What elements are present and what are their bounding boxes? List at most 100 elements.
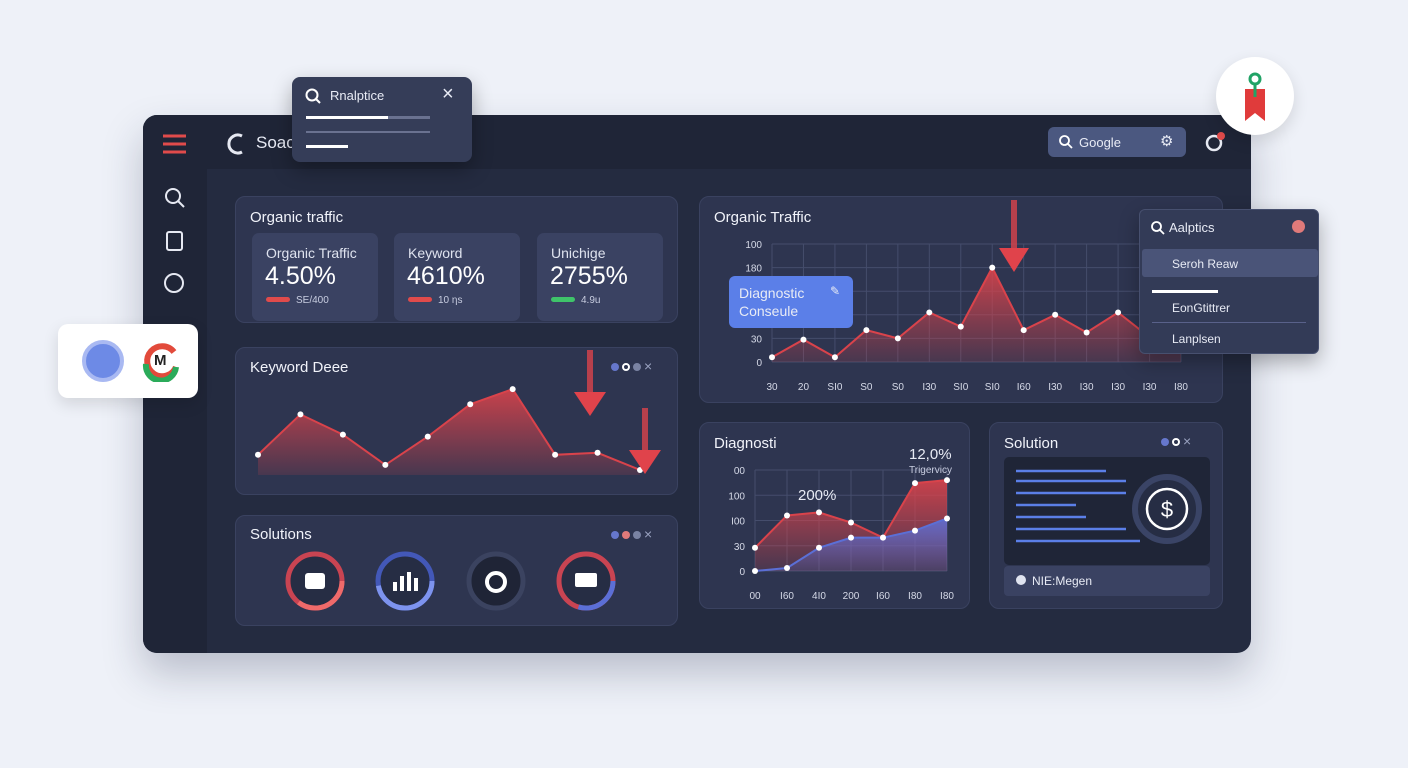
code-box: $ bbox=[1004, 457, 1210, 565]
y-tick-label: 0 bbox=[756, 358, 762, 369]
y-tick-label: 30 bbox=[734, 542, 746, 553]
x-tick-label: I60 bbox=[876, 591, 890, 602]
footer-icon bbox=[1016, 575, 1026, 585]
line bbox=[306, 131, 430, 133]
data-point bbox=[752, 568, 758, 574]
progress bbox=[306, 116, 430, 119]
menu-item-text[interactable]: Lanplsen bbox=[1172, 332, 1221, 346]
x-tick-label: I30 bbox=[922, 382, 936, 393]
data-point bbox=[297, 411, 304, 418]
x-tick-label: I80 bbox=[908, 591, 922, 602]
top-search[interactable]: Google ⚙ bbox=[1048, 127, 1186, 157]
bookmark-badge bbox=[1216, 57, 1294, 135]
x-tick-label: 30 bbox=[766, 382, 778, 393]
menu-item[interactable]: Seroh Reaw bbox=[1142, 249, 1318, 277]
annotation: 12,0% bbox=[909, 446, 952, 463]
menu[interactable]: Aalptics Seroh Reaw EonGtittrer Lanplsen bbox=[1139, 209, 1319, 354]
x-tick-label: I30 bbox=[1048, 382, 1062, 393]
kpi-value: 2755% bbox=[550, 262, 628, 290]
panel-controls[interactable]: × bbox=[608, 358, 652, 376]
data-point bbox=[1083, 329, 1090, 336]
y-tick-label: 00 bbox=[734, 466, 746, 477]
data-point bbox=[912, 527, 918, 534]
kpi-value: 4.50% bbox=[265, 262, 336, 290]
data-point bbox=[912, 480, 918, 487]
circle-icon bbox=[82, 340, 124, 382]
x-tick-label: I80 bbox=[1174, 382, 1188, 393]
user-icon[interactable] bbox=[1202, 130, 1228, 156]
x-tick-label: 00 bbox=[749, 591, 761, 602]
x-tick-label: SI0 bbox=[985, 382, 1000, 393]
x-tick-label: S0 bbox=[892, 382, 905, 393]
area-fill bbox=[258, 389, 640, 475]
menu-item-text: Seroh Reaw bbox=[1172, 257, 1239, 271]
panel-title: Keyword Deee bbox=[250, 359, 349, 376]
data-point bbox=[880, 534, 886, 541]
footer-text: NIE:Megen bbox=[1032, 574, 1093, 588]
y-tick-label: 100 bbox=[728, 491, 745, 502]
series-line bbox=[257, 387, 641, 471]
search-icon bbox=[1151, 221, 1165, 235]
solution-icons bbox=[285, 551, 616, 611]
x-tick-label: I30 bbox=[1080, 382, 1094, 393]
solutions-panel: Solutions × bbox=[235, 515, 678, 626]
y-tick-label: 100 bbox=[745, 240, 762, 251]
panel-title: Organic Traffic bbox=[714, 209, 812, 226]
data-point bbox=[944, 477, 950, 484]
data-point bbox=[863, 327, 870, 334]
kpi-label: Keyword bbox=[408, 245, 463, 261]
kpi-card: Unichige 2755% 4.9u bbox=[537, 233, 663, 321]
x-tick-label: I30 bbox=[1143, 382, 1157, 393]
footer-bar: NIE:Megen bbox=[1004, 566, 1210, 596]
kpi-card: Keyword 4610% 10 ηs bbox=[394, 233, 520, 321]
badge-letter: M bbox=[154, 352, 167, 369]
tooltip-line: Conseule bbox=[739, 303, 799, 319]
panel-controls[interactable]: × bbox=[1158, 433, 1191, 451]
app-title: Soac bbox=[256, 133, 295, 152]
settings-icon[interactable]: ⚙ bbox=[1160, 133, 1174, 150]
data-point bbox=[989, 264, 996, 271]
panel-title: Diagnosti bbox=[714, 435, 777, 452]
close-icon[interactable]: × bbox=[442, 83, 454, 105]
annotation: Trigervicy bbox=[909, 465, 952, 476]
divider bbox=[1152, 322, 1306, 323]
annotation: 200% bbox=[798, 487, 837, 504]
x-tick-label: S0 bbox=[860, 382, 873, 393]
data-point bbox=[1020, 327, 1027, 334]
x-tick-label: I60 bbox=[1017, 382, 1031, 393]
menu-title: Aalptics bbox=[1169, 220, 1215, 235]
menu-close[interactable] bbox=[1292, 220, 1305, 233]
data-point bbox=[848, 534, 854, 541]
series-line bbox=[771, 265, 1182, 359]
solution-panel: Solution × $ NIE:Megen bbox=[989, 422, 1223, 609]
data-point bbox=[816, 509, 822, 516]
x-tick-label: 200 bbox=[843, 591, 860, 602]
x-tick-label: I60 bbox=[780, 591, 794, 602]
floating-card: M bbox=[58, 324, 198, 398]
tooltip-icon: ✎ bbox=[830, 284, 841, 298]
y-tick-label: 180 bbox=[745, 264, 762, 275]
svg-text:$: $ bbox=[1161, 497, 1173, 522]
data-point bbox=[509, 386, 516, 393]
data-point bbox=[831, 354, 838, 361]
panel-title: Organic traffic bbox=[250, 209, 344, 226]
kpi-card: Organic Traffic 4.50% SE/400 bbox=[252, 233, 378, 321]
search-popup[interactable]: Rnalptice × bbox=[292, 77, 472, 162]
data-point bbox=[944, 515, 950, 522]
x-tick-label: 4I0 bbox=[812, 591, 826, 602]
line bbox=[306, 145, 348, 148]
panel-controls[interactable]: × bbox=[608, 526, 652, 544]
data-point bbox=[339, 431, 346, 438]
data-point bbox=[552, 451, 559, 458]
data-point bbox=[594, 449, 601, 456]
bookmark-icon bbox=[1245, 72, 1265, 121]
panel-title: Solution bbox=[1004, 435, 1059, 452]
x-tick-label: SI0 bbox=[827, 382, 842, 393]
sidebar-icons bbox=[163, 134, 186, 293]
x-tick-label: I30 bbox=[1111, 382, 1125, 393]
menu-item-text[interactable]: EonGtittrer bbox=[1172, 301, 1231, 315]
search-icon bbox=[1059, 135, 1073, 149]
kpi-note: 10 ηs bbox=[438, 295, 463, 306]
